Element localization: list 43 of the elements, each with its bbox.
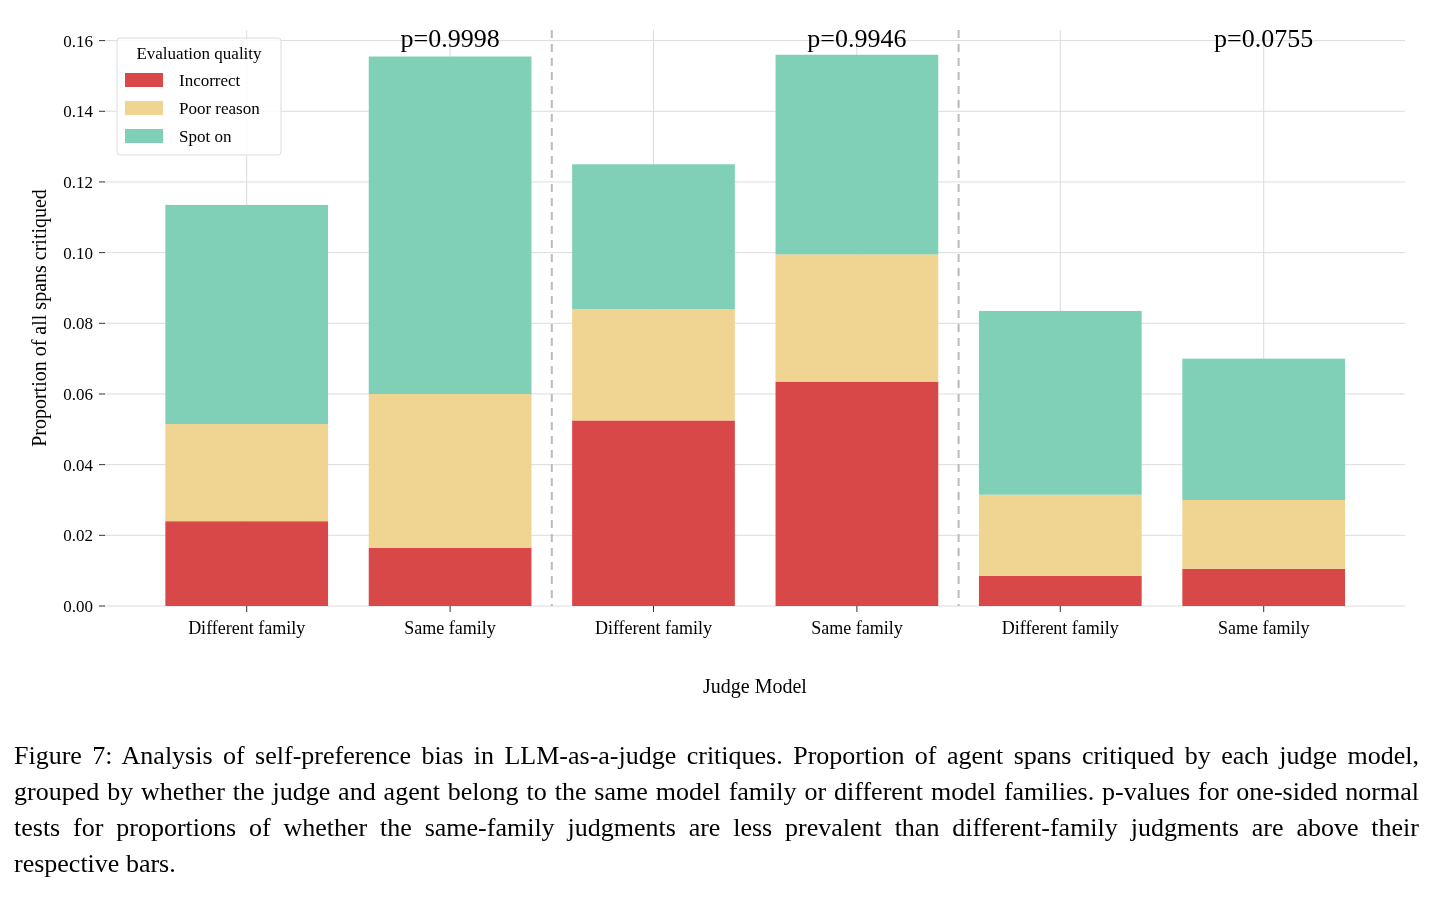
y-tick-label: 0.12 bbox=[63, 172, 93, 192]
bar bbox=[1182, 568, 1346, 606]
bar bbox=[572, 420, 735, 606]
annotation: p=0.9998 bbox=[400, 24, 500, 54]
bar bbox=[978, 310, 1142, 495]
legend-label: Spot on bbox=[179, 126, 232, 146]
annotation: p=0.0755 bbox=[1214, 24, 1314, 54]
bar bbox=[572, 164, 735, 310]
y-tick-label: 0.00 bbox=[63, 596, 93, 616]
y-axis-title: Proportion of all spans critiqued bbox=[28, 189, 51, 447]
bar bbox=[1182, 358, 1346, 500]
bar bbox=[775, 254, 939, 382]
legend-title: Evaluation quality bbox=[136, 43, 263, 63]
x-axis-title: Judge Model bbox=[703, 675, 808, 698]
bar bbox=[978, 575, 1142, 606]
y-tick-label: 0.06 bbox=[63, 384, 93, 404]
caption: Figure 7: Analysis of self-preference bias in LLM-as-a-judge critiques. Proportion of agent spans critiqued by each judge model, grouped by whether the judge and agent belong to the same model family or different model families. p-values for one-sided normal tests for proportions of whether the same-family judgments are less prevalent than different-family judgments are above their respective bars. bbox=[14, 740, 1419, 880]
bar bbox=[775, 54, 939, 255]
bar bbox=[165, 521, 329, 606]
bar bbox=[978, 494, 1142, 576]
bar bbox=[165, 204, 329, 425]
y-tick-label: 0.04 bbox=[63, 455, 94, 475]
bar bbox=[368, 56, 532, 394]
x-tick-label: Same family bbox=[404, 618, 496, 639]
x-tick-label: Different family bbox=[1001, 618, 1119, 639]
x-tick-label: Different family bbox=[188, 618, 306, 639]
legend-label: Incorrect bbox=[179, 70, 241, 90]
y-tick-label: 0.02 bbox=[63, 526, 93, 546]
y-tick-label: 0.10 bbox=[63, 243, 93, 263]
bar bbox=[165, 424, 329, 522]
x-tick-label: Different family bbox=[594, 618, 713, 639]
x-tick-label: Same family bbox=[1217, 618, 1310, 639]
y-tick-label: 0.08 bbox=[63, 314, 93, 334]
bar bbox=[368, 547, 532, 606]
annotation: p=0.9946 bbox=[807, 24, 907, 54]
y-tick-label: 0.16 bbox=[63, 31, 93, 51]
legend-label: Poor reason bbox=[179, 98, 261, 118]
y-tick-label: 0.14 bbox=[63, 102, 94, 122]
bar bbox=[1182, 499, 1346, 569]
bar bbox=[775, 381, 939, 606]
bar bbox=[368, 393, 532, 548]
bar bbox=[572, 309, 735, 421]
x-tick-label: Same family bbox=[811, 618, 903, 639]
